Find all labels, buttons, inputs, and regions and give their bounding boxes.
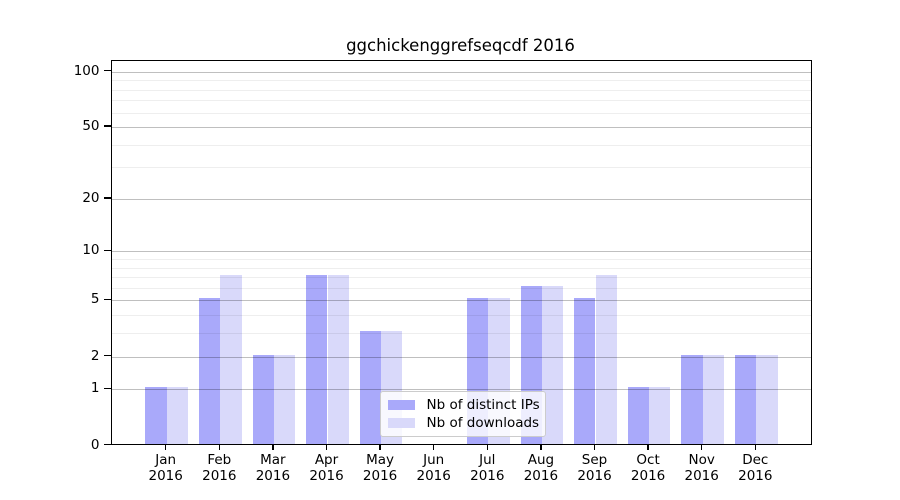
y-tick-100 <box>103 70 111 72</box>
bar-distinct-ips-apr <box>306 275 328 444</box>
x-tick-year: 2016 <box>255 468 291 484</box>
legend-label-distinct-ips: Nb of distinct IPs <box>426 397 540 413</box>
y-tick-20 <box>103 197 111 199</box>
x-tick-label-may: May 2016 <box>345 452 415 485</box>
x-tick-label-nov: Nov 2016 <box>667 452 737 485</box>
bar-distinct-ips-feb <box>198 298 221 444</box>
y-tick-label-5: 5 <box>90 291 100 308</box>
bar-downloads-sep <box>595 275 617 444</box>
legend-item-distinct-ips: Nb of distinct IPs <box>387 397 540 413</box>
x-tick-year: 2016 <box>738 468 773 484</box>
y-tick-5 <box>103 298 111 301</box>
x-tick-year: 2016 <box>470 468 505 484</box>
bar-distinct-ips-dec <box>734 354 757 444</box>
x-tick-label-sep: Sep 2016 <box>560 452 630 485</box>
x-tick-jul <box>486 444 488 450</box>
x-tick-year: 2016 <box>148 468 183 484</box>
bar-distinct-ips-mar <box>252 354 274 444</box>
legend: Nb of distinct IPs Nb of downloads <box>379 391 546 437</box>
x-tick-feb <box>218 444 220 450</box>
x-tick-label-jan: Jan 2016 <box>131 452 201 485</box>
x-tick-oct <box>647 444 649 450</box>
y-tick-label-2: 2 <box>90 347 100 364</box>
chart-title: ggchickenggrefseqcdf 2016 <box>346 36 575 55</box>
x-tick-label-oct: Oct 2016 <box>613 452 683 485</box>
x-tick-label-jul: Jul 2016 <box>452 452 522 485</box>
x-tick-year: 2016 <box>630 468 666 484</box>
x-tick-month: Jun <box>423 451 445 468</box>
x-tick-mar <box>272 444 274 450</box>
legend-swatch-distinct-ips <box>387 400 415 410</box>
x-tick-month: Aug <box>527 451 555 468</box>
legend-label-downloads: Nb of downloads <box>426 415 540 431</box>
y-tick-10 <box>103 249 111 251</box>
x-tick-month: Jul <box>479 451 496 468</box>
x-tick-label-feb: Feb 2016 <box>184 452 254 485</box>
x-tick-dec <box>754 444 756 450</box>
x-tick-year: 2016 <box>684 468 719 484</box>
bars-layer <box>112 61 811 444</box>
x-tick-year: 2016 <box>523 468 559 484</box>
legend-item-downloads: Nb of downloads <box>387 415 540 431</box>
y-tick-label-100: 100 <box>73 62 100 79</box>
x-tick-month: Apr <box>314 451 339 468</box>
x-tick-apr <box>325 444 328 450</box>
x-tick-month: Feb <box>207 451 232 468</box>
y-tick-label-1: 1 <box>90 380 100 397</box>
y-tick-50 <box>103 125 111 127</box>
bar-distinct-ips-jan <box>145 387 167 444</box>
x-tick-label-aug: Aug 2016 <box>506 452 576 485</box>
bar-distinct-ips-may <box>359 331 382 444</box>
x-tick-sep <box>593 444 596 450</box>
x-tick-month: Dec <box>742 451 769 468</box>
x-tick-nov <box>701 444 703 450</box>
plot-area: Nb of distinct IPs Nb of downloads <box>110 60 812 445</box>
x-tick-jan <box>165 444 167 450</box>
y-tick-label-10: 10 <box>82 242 100 259</box>
x-tick-month: Nov <box>688 451 715 468</box>
bar-distinct-ips-sep <box>574 298 596 444</box>
x-tick-aug <box>540 444 542 450</box>
x-tick-month: Jan <box>155 451 177 468</box>
x-tick-month: Sep <box>581 451 608 468</box>
x-tick-may <box>379 444 381 450</box>
y-tick-1 <box>103 387 111 389</box>
x-tick-jun <box>433 444 435 450</box>
x-tick-label-apr: Apr 2016 <box>292 452 362 485</box>
y-tick-label-20: 20 <box>82 189 100 206</box>
y-tick-label-0: 0 <box>90 436 100 453</box>
x-tick-year: 2016 <box>202 468 237 484</box>
x-tick-year: 2016 <box>577 468 612 484</box>
y-tick-label-50: 50 <box>82 118 100 135</box>
x-tick-month: Mar <box>260 451 286 468</box>
bar-downloads-mar <box>273 354 296 444</box>
x-tick-label-mar: Mar 2016 <box>238 452 308 485</box>
bar-downloads-jan <box>166 387 189 444</box>
y-tick-0 <box>103 443 111 446</box>
bar-downloads-apr <box>327 275 349 444</box>
x-tick-month: May <box>366 451 395 468</box>
legend-swatch-downloads <box>387 418 415 428</box>
bar-distinct-ips-oct <box>627 387 650 444</box>
bar-downloads-oct <box>649 387 671 444</box>
x-tick-label-dec: Dec 2016 <box>720 452 790 485</box>
bar-downloads-dec <box>756 354 778 444</box>
x-tick-year: 2016 <box>362 468 398 484</box>
y-tick-2 <box>103 354 111 357</box>
bar-distinct-ips-nov <box>681 354 703 444</box>
bar-downloads-aug <box>541 285 564 444</box>
bar-downloads-nov <box>702 354 725 444</box>
x-tick-year: 2016 <box>309 468 344 484</box>
x-tick-label-jun: Jun 2016 <box>399 452 469 485</box>
x-tick-month: Oct <box>636 451 660 468</box>
bar-downloads-feb <box>220 275 242 444</box>
x-tick-year: 2016 <box>416 468 451 484</box>
